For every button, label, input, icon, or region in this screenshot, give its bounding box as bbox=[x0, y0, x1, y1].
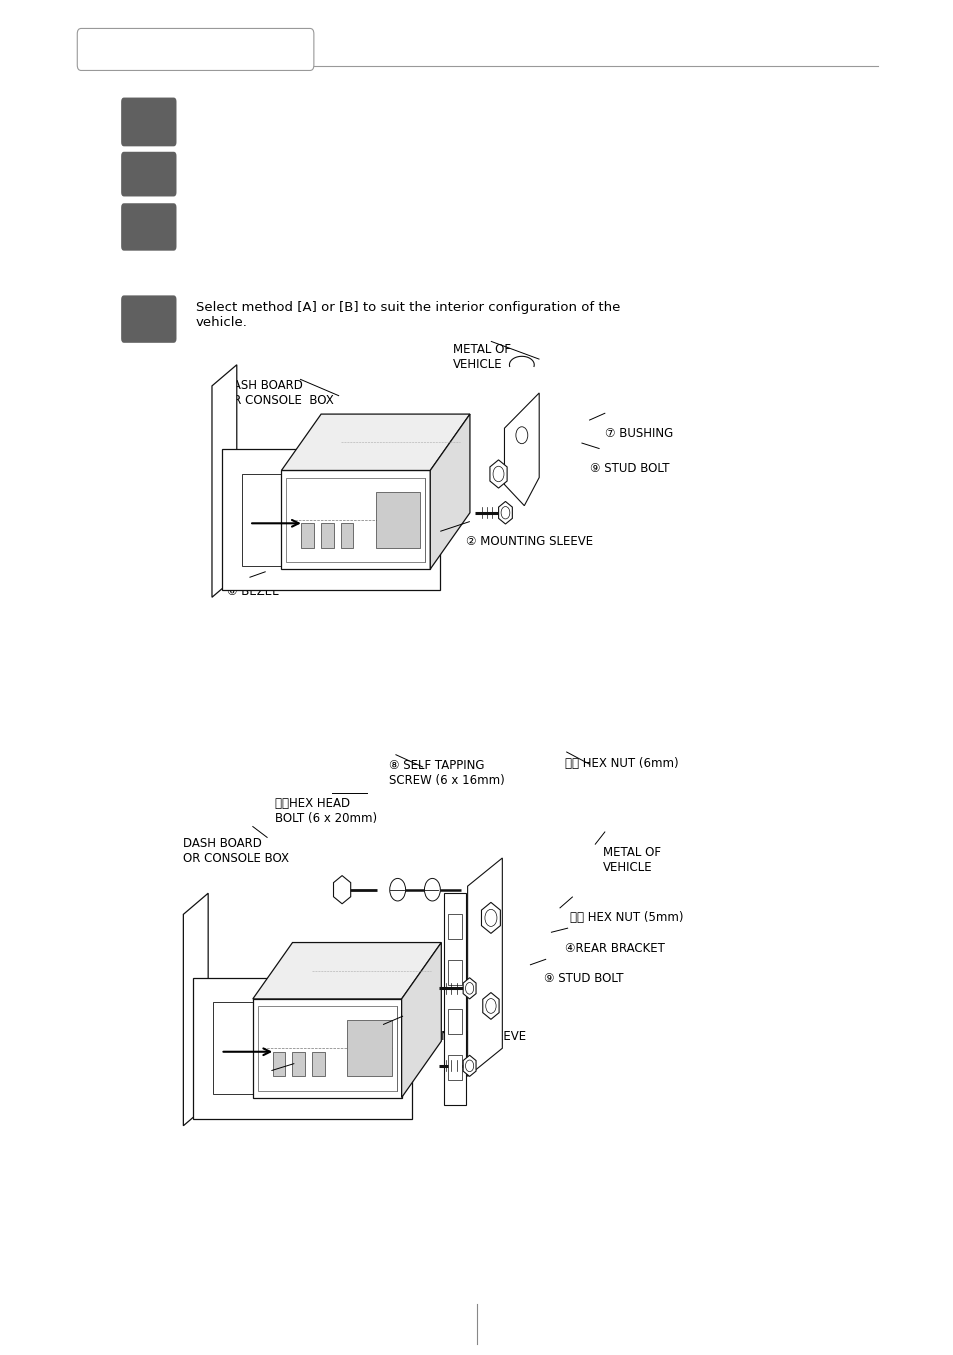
Circle shape bbox=[493, 466, 503, 482]
FancyBboxPatch shape bbox=[121, 203, 176, 251]
Polygon shape bbox=[462, 1056, 476, 1076]
Bar bbox=[447, 915, 461, 939]
Polygon shape bbox=[430, 415, 470, 569]
Text: METAL OF
VEHICLE: METAL OF VEHICLE bbox=[453, 343, 511, 371]
Bar bbox=[347, 1020, 392, 1076]
Circle shape bbox=[516, 427, 527, 443]
Polygon shape bbox=[281, 415, 470, 470]
Circle shape bbox=[500, 507, 509, 519]
Text: Select method [A] or [B] to suit the interior configuration of the
vehicle.: Select method [A] or [B] to suit the int… bbox=[195, 301, 619, 329]
Text: ⑥ BEZEL: ⑥ BEZEL bbox=[227, 585, 278, 599]
Circle shape bbox=[484, 909, 497, 927]
Circle shape bbox=[390, 878, 405, 901]
Text: DASH BOARD
OR CONSOLE  BOX: DASH BOARD OR CONSOLE BOX bbox=[224, 379, 334, 408]
Text: ④REAR BRACKET: ④REAR BRACKET bbox=[564, 942, 664, 955]
Polygon shape bbox=[481, 902, 500, 934]
FancyBboxPatch shape bbox=[77, 28, 314, 70]
Polygon shape bbox=[222, 450, 439, 591]
Text: ② MOUNTING SLEEVE: ② MOUNTING SLEEVE bbox=[465, 535, 592, 549]
Polygon shape bbox=[401, 943, 441, 1098]
Polygon shape bbox=[467, 858, 502, 1076]
Polygon shape bbox=[253, 999, 401, 1098]
Polygon shape bbox=[334, 875, 351, 904]
Text: ⑦ BUSHING: ⑦ BUSHING bbox=[604, 427, 673, 440]
Polygon shape bbox=[281, 470, 430, 569]
Polygon shape bbox=[193, 978, 411, 1119]
Polygon shape bbox=[498, 501, 512, 524]
Text: ⑨ STUD BOLT: ⑨ STUD BOLT bbox=[543, 972, 622, 985]
Polygon shape bbox=[462, 978, 476, 999]
FancyBboxPatch shape bbox=[121, 295, 176, 343]
Text: ② MOUNTING SLEEVE: ② MOUNTING SLEEVE bbox=[398, 1030, 525, 1043]
Polygon shape bbox=[253, 943, 441, 999]
Bar bbox=[312, 1051, 324, 1076]
Polygon shape bbox=[212, 364, 236, 598]
Polygon shape bbox=[213, 1003, 392, 1093]
Text: ⓒⓒ HEX NUT (6mm): ⓒⓒ HEX NUT (6mm) bbox=[564, 757, 678, 771]
Bar bbox=[321, 523, 334, 547]
Bar bbox=[273, 1051, 285, 1076]
Text: ⑨ STUD BOLT: ⑨ STUD BOLT bbox=[589, 462, 668, 476]
Bar bbox=[293, 1051, 305, 1076]
Text: ⓒⓒHEX HEAD
BOLT (6 x 20mm): ⓒⓒHEX HEAD BOLT (6 x 20mm) bbox=[274, 797, 376, 825]
FancyBboxPatch shape bbox=[121, 98, 176, 146]
Circle shape bbox=[465, 1060, 474, 1072]
Bar bbox=[447, 1009, 461, 1034]
Text: DASH BOARD
OR CONSOLE BOX: DASH BOARD OR CONSOLE BOX bbox=[183, 837, 289, 866]
FancyBboxPatch shape bbox=[121, 152, 176, 196]
Bar bbox=[340, 523, 353, 547]
Bar bbox=[443, 893, 466, 1104]
Polygon shape bbox=[241, 474, 420, 565]
Polygon shape bbox=[504, 393, 538, 505]
Polygon shape bbox=[183, 893, 208, 1126]
Text: METAL OF
VEHICLE: METAL OF VEHICLE bbox=[602, 846, 660, 874]
Bar bbox=[447, 961, 461, 985]
Text: ⑥ BEZEL: ⑥ BEZEL bbox=[255, 1077, 307, 1091]
Bar bbox=[301, 523, 314, 547]
Polygon shape bbox=[482, 993, 498, 1019]
Bar bbox=[447, 1056, 461, 1080]
Text: ⓒⓒ HEX NUT (5mm): ⓒⓒ HEX NUT (5mm) bbox=[570, 911, 683, 924]
Circle shape bbox=[465, 982, 474, 995]
Circle shape bbox=[424, 878, 440, 901]
Circle shape bbox=[485, 999, 496, 1014]
Bar bbox=[375, 492, 420, 547]
Polygon shape bbox=[490, 459, 507, 488]
Text: ⑧ SELF TAPPING
SCREW (6 x 16mm): ⑧ SELF TAPPING SCREW (6 x 16mm) bbox=[389, 759, 504, 787]
